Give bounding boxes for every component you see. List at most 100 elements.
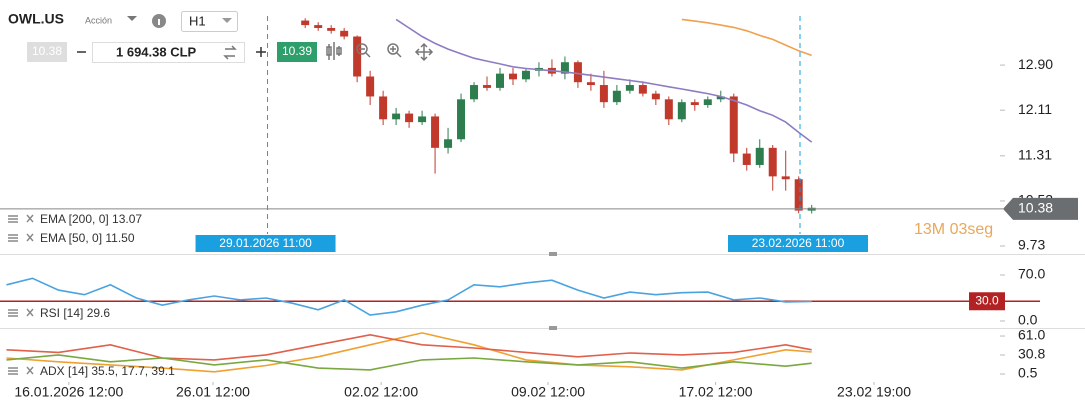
y-tick-label: 61.0 <box>1018 327 1045 343</box>
plus-button[interactable] <box>256 47 266 57</box>
symbol[interactable]: OWL.US <box>8 11 64 27</box>
candle-body <box>483 85 492 88</box>
y-tick-label: 0.5 <box>1018 365 1038 381</box>
last-price-tag <box>1003 197 1078 220</box>
legend-text: EMA [200, 0] 13.07 <box>40 212 142 226</box>
candle-body <box>651 93 660 100</box>
indicator-line <box>681 18 812 57</box>
candle-body <box>638 85 647 94</box>
y-tick-label: 9.73 <box>1018 237 1045 253</box>
pan-icon[interactable] <box>414 42 434 62</box>
plot-area: 12.9012.1111.3110.529.7370.00.061.030.80… <box>0 16 1053 400</box>
sell-button[interactable] <box>27 42 67 62</box>
dropdown-arrow[interactable] <box>127 16 137 21</box>
candle-body <box>508 73 517 80</box>
indicator-line <box>6 333 812 361</box>
timeframe-select[interactable] <box>181 11 238 32</box>
x-tick-label: 26.01 12:00 <box>176 384 250 400</box>
legend-text: ADX [14] 35.5, 17.7, 39.1 <box>40 364 175 378</box>
zoom-out-icon[interactable] <box>356 43 371 58</box>
resize-handle[interactable] <box>549 252 557 256</box>
level-label: 30.0 <box>975 293 999 307</box>
x-tick-label: 09.02 12:00 <box>511 384 585 400</box>
candle-body <box>781 176 790 180</box>
candle-body <box>703 99 712 106</box>
y-tick-label: 70.0 <box>1018 266 1045 282</box>
y-tick-label: 0.0 <box>1018 312 1038 328</box>
candle-body <box>418 116 427 123</box>
candle-body <box>625 85 634 91</box>
candle-body <box>716 96 725 100</box>
candle-body <box>612 90 621 103</box>
marker-tag <box>195 235 336 252</box>
legend-text: EMA [50, 0] 11.50 <box>40 231 135 245</box>
candle-body <box>457 99 466 140</box>
legend-text: RSI [14] 29.6 <box>40 306 110 320</box>
level-tag <box>969 292 1005 311</box>
indicator-line <box>6 354 812 371</box>
candle-body <box>573 62 582 83</box>
candle-body <box>768 147 777 177</box>
candle-body <box>327 27 336 31</box>
last-price-label: 10.38 <box>1018 200 1053 216</box>
candle-body <box>392 113 401 120</box>
candle-body <box>405 113 414 123</box>
candle-body <box>496 73 504 88</box>
indicator-line <box>6 277 812 316</box>
candle-body <box>301 20 310 26</box>
y-tick-label: 12.90 <box>1018 56 1053 72</box>
marker-tag <box>728 235 868 252</box>
candle-body <box>794 179 803 211</box>
timeframe: H1 <box>189 13 206 28</box>
x-tick-label: 17.02 12:00 <box>679 384 753 400</box>
amount-input[interactable] <box>92 42 245 63</box>
chart-type-icon[interactable] <box>326 42 342 60</box>
zoom-in-icon[interactable] <box>387 43 402 58</box>
legend-icon[interactable] <box>8 308 34 317</box>
resize-handle[interactable] <box>549 326 557 330</box>
marker-label: 23.02.2026 11:00 <box>752 236 845 250</box>
candle-body <box>664 99 673 120</box>
marker-label: 29.01.2026 11:00 <box>219 236 312 250</box>
candle-body <box>690 102 699 106</box>
candle-body <box>742 153 751 165</box>
overlay: 10.38 29.01.2026 11:00 23.02.2026 11:00 30.… <box>195 197 1078 311</box>
buy-button[interactable] <box>277 42 317 62</box>
candle-body <box>521 70 530 80</box>
dropdown-arrow <box>222 18 232 23</box>
x-tick-label: 23.02 19:00 <box>837 384 911 400</box>
legend-icon[interactable] <box>8 233 34 242</box>
y-tick-label: 30.8 <box>1018 346 1045 362</box>
candle-body <box>314 25 323 28</box>
legend-icon[interactable] <box>8 214 34 223</box>
candle-body <box>586 82 595 86</box>
legend-icon[interactable] <box>8 366 34 375</box>
asset-type: Acción <box>85 15 112 25</box>
candle-body <box>677 102 686 120</box>
countdown: 13M 03seg <box>914 221 993 238</box>
buy-price: 10.39 <box>282 44 312 58</box>
candle-body <box>470 85 479 100</box>
sell-price: 10.38 <box>32 44 62 58</box>
candle-body <box>444 139 453 148</box>
toolbar: OWL.US Acción H1 10.38 1 694.38 CLP 10.3… <box>8 11 434 63</box>
candle-body <box>729 96 738 154</box>
candle-body <box>755 147 764 165</box>
candle-body <box>431 116 440 148</box>
swap-icon[interactable] <box>223 45 237 60</box>
candle-body <box>340 30 349 37</box>
candle-body <box>353 36 362 77</box>
x-tick-label: 02.02 12:00 <box>344 384 418 400</box>
y-tick-label: 12.11 <box>1018 101 1052 117</box>
candle-body <box>366 76 375 97</box>
indicator-line <box>395 18 813 143</box>
candle-body <box>599 85 608 103</box>
candle-body <box>379 96 388 120</box>
candle-body <box>560 62 569 74</box>
amount: 1 694.38 CLP <box>116 44 197 59</box>
y-tick-label: 11.31 <box>1018 147 1052 163</box>
x-tick-label: 16.01.2026 12:00 <box>14 384 123 400</box>
legend-icons <box>8 214 34 375</box>
